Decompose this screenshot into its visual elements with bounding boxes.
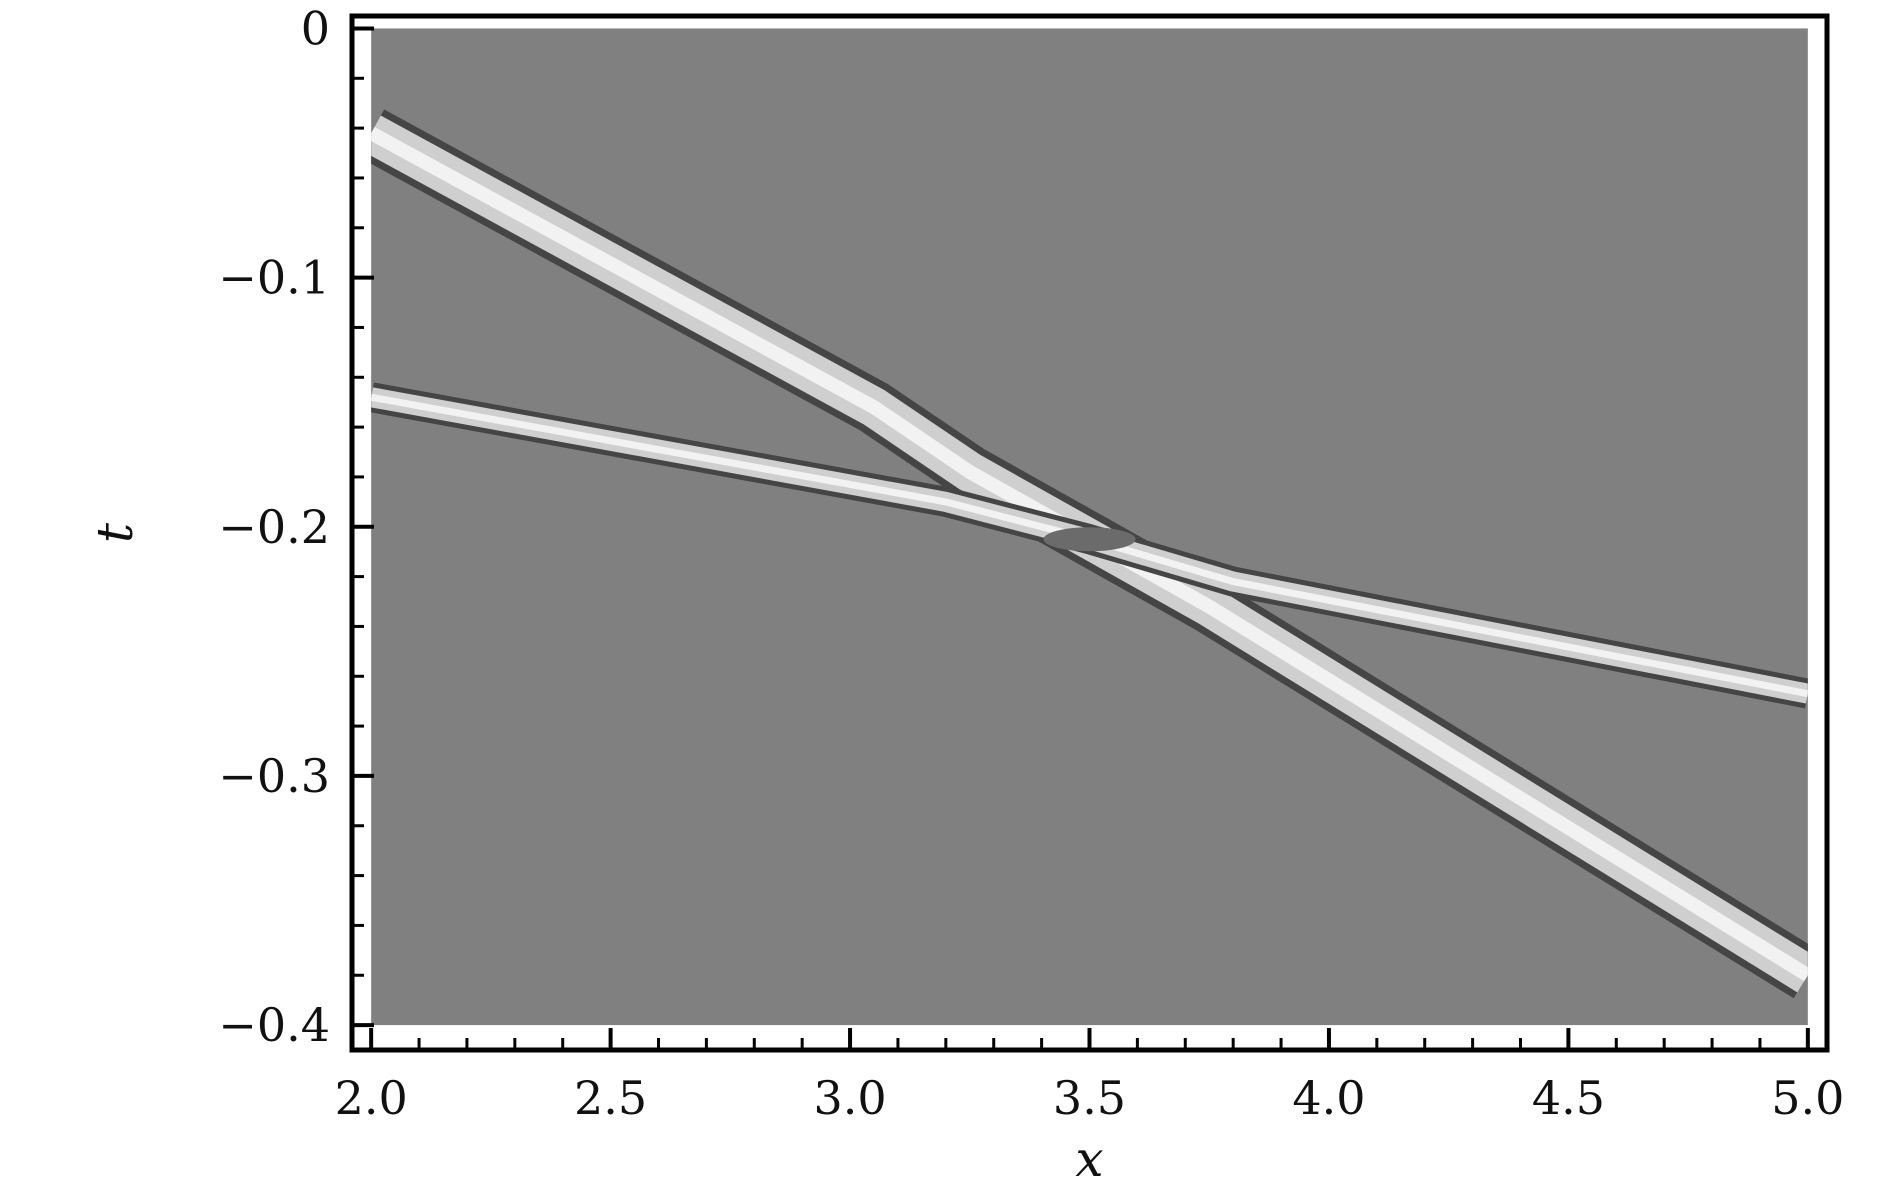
plot-area <box>371 28 1808 1026</box>
x-tick-label: 2.0 <box>335 1071 408 1125</box>
x-tick-label: 3.5 <box>1053 1071 1126 1125</box>
y-tick-label: −0.4 <box>218 998 330 1052</box>
x-tick-label: 3.0 <box>813 1071 886 1125</box>
axes-frame <box>349 13 1830 1053</box>
y-tick-label: −0.1 <box>218 251 330 305</box>
x-axis-label: x <box>1075 1130 1103 1182</box>
interaction-region <box>1043 527 1136 552</box>
y-tick-label: −0.3 <box>218 749 330 803</box>
x-tick-label: 4.0 <box>1292 1071 1365 1125</box>
y-tick-label: −0.2 <box>218 500 330 554</box>
soliton-bands <box>371 109 1808 999</box>
x-tick-label: 5.0 <box>1771 1071 1844 1125</box>
y-tick-label: 0 <box>301 1 330 55</box>
wave-1-core <box>371 126 1808 982</box>
tick-labels: 2.0 2.5 3.0 3.5 4.0 4.5 5.0 0 −0.1 −0.2 −0.3 −0.4 <box>218 1 1844 1125</box>
x-tick-label: 4.5 <box>1532 1071 1605 1125</box>
y-axis-label: t <box>86 522 144 543</box>
x-tick-label: 2.5 <box>574 1071 647 1125</box>
